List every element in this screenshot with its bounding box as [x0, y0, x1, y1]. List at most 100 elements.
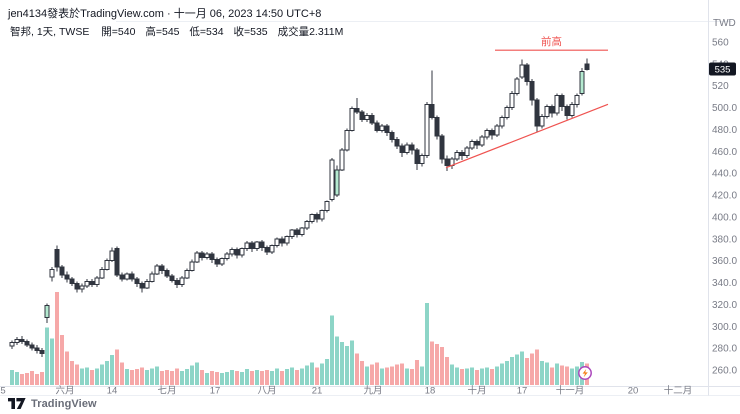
- volume-bar: [460, 369, 464, 385]
- volume-bar: [500, 363, 504, 385]
- candle-body: [34, 347, 40, 351]
- candle-body: [299, 227, 305, 235]
- candle-body: [509, 92, 515, 109]
- candle-body: [354, 108, 360, 113]
- volume-bar: [240, 371, 244, 385]
- price-axis-label: 320.0: [712, 300, 737, 311]
- volume-bar: [455, 367, 459, 385]
- tradingview-logo-text[interactable]: TradingView: [31, 398, 97, 410]
- volume-bar: [225, 371, 229, 385]
- volume-bar: [55, 292, 59, 385]
- candle-body: [259, 241, 265, 249]
- volume-bar: [345, 345, 349, 385]
- volume-bar: [375, 362, 379, 385]
- volume-bar: [120, 362, 124, 385]
- candle-body: [384, 125, 390, 134]
- volume-bar: [255, 370, 259, 385]
- candle-body: [239, 248, 245, 256]
- time-axis-label: 17: [517, 386, 528, 397]
- candle-body: [469, 140, 475, 149]
- candle-body: [399, 145, 405, 153]
- volume-bar: [570, 368, 574, 385]
- time-axis[interactable]: 5 六月 14 七月 17 八月 21 九月 18 十月 17 十一月 20 十二月: [0, 385, 692, 397]
- candle-body: [444, 158, 450, 167]
- volume-bar: [230, 370, 234, 385]
- volume-bar: [145, 370, 149, 385]
- volume-bar: [495, 366, 499, 385]
- volume-bar: [235, 371, 239, 385]
- candle-body: [319, 209, 325, 220]
- price-axis-label: 300.0: [712, 322, 737, 333]
- volume-bar: [440, 346, 444, 385]
- volume-bar: [335, 336, 339, 385]
- volume-bar: [65, 351, 69, 385]
- volume-bar: [445, 357, 449, 385]
- tradingview-logo-icon[interactable]: [8, 398, 26, 410]
- volume-bar: [60, 334, 64, 385]
- candle-body: [359, 111, 365, 121]
- price-axis-label: 560: [712, 38, 729, 49]
- candle-body: [554, 95, 560, 114]
- volume-bar: [265, 370, 269, 385]
- volume-bar: [160, 371, 164, 385]
- candle-body: [39, 349, 45, 355]
- volume-bar: [90, 370, 94, 385]
- volume-bar: [40, 371, 44, 385]
- price-axis-label: 460.0: [712, 147, 737, 158]
- volume-bar: [220, 372, 224, 385]
- volume-bar: [340, 342, 344, 385]
- price-axis[interactable]: TWD 560540520500.0480.0460.0440.0420.040…: [709, 18, 737, 376]
- legend-open: 開=540: [101, 26, 136, 38]
- volume-bar: [450, 364, 454, 385]
- candle-body: [119, 274, 125, 280]
- candle-body: [394, 138, 400, 147]
- candle-body: [539, 115, 545, 127]
- publish-header: jen4134發表於TradingView.com · 十一月 06, 2023…: [8, 5, 321, 21]
- candle-body: [329, 159, 335, 200]
- legend-high: 高=545: [145, 26, 180, 38]
- candle-body: [349, 108, 355, 132]
- candle-body: [474, 140, 480, 146]
- candle-body: [94, 277, 100, 286]
- volume-bar: [575, 366, 579, 385]
- volume-bar: [305, 365, 309, 385]
- candle-body: [364, 114, 370, 121]
- candle-body: [224, 253, 230, 259]
- volume-bar: [310, 362, 314, 385]
- byline-link[interactable]: jen4134發表於TradingView.com: [8, 8, 164, 20]
- candle-body: [534, 99, 540, 127]
- volume-bar: [20, 373, 24, 385]
- volume-bar: [30, 371, 34, 385]
- volume-bar: [260, 371, 264, 385]
- volume-bar: [50, 338, 54, 385]
- volume-bar: [550, 367, 554, 385]
- candle-body: [24, 341, 30, 346]
- volume-bar: [140, 367, 144, 385]
- price-axis-label: 420.0: [712, 191, 737, 202]
- symbol-title[interactable]: 智邦, 1天, TWSE: [10, 26, 90, 38]
- candle-body: [159, 265, 165, 271]
- volume-bar: [490, 369, 494, 385]
- candle-body: [74, 283, 80, 290]
- volume-bar: [380, 368, 384, 385]
- candle-body: [494, 125, 500, 136]
- candle-body: [189, 261, 195, 271]
- candle-body: [374, 122, 380, 132]
- candle-body: [434, 116, 440, 137]
- volume-bar: [190, 365, 194, 385]
- candle-body: [169, 275, 175, 281]
- boost-marker[interactable]: [578, 366, 592, 380]
- trendline[interactable]: [445, 103, 609, 169]
- time-axis-label: 九月: [363, 385, 382, 397]
- header-divider: [116, 21, 732, 22]
- candle-body: [129, 273, 135, 280]
- candle-body: [154, 265, 160, 275]
- candle-body: [144, 280, 150, 289]
- price-axis-label: 340.0: [712, 278, 737, 289]
- price-axis-label: 260.0: [712, 365, 737, 376]
- candle-body: [304, 220, 310, 229]
- candle-body: [569, 103, 575, 116]
- candle-series: [9, 58, 590, 357]
- volume-bar: [275, 368, 279, 385]
